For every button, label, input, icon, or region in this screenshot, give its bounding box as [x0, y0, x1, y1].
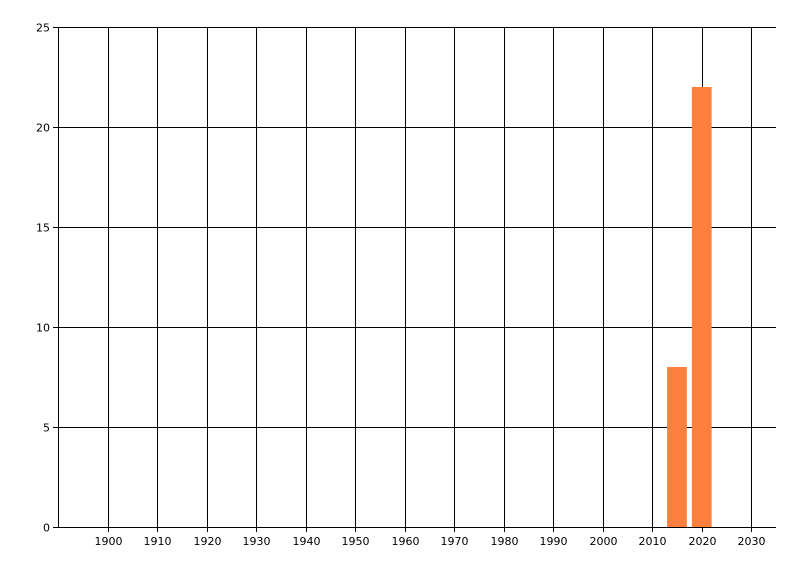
x-tick-label: 1910 — [144, 535, 172, 548]
x-tick-label: 2000 — [590, 535, 618, 548]
tick-labels: 0 5 10 15 20 25 1900 1910 1920 1930 1940 1950 1960 19… — [36, 22, 766, 549]
axes — [58, 27, 776, 528]
y-tick-label: 10 — [36, 322, 50, 335]
x-tick-label: 1930 — [243, 535, 271, 548]
y-tick-label: 25 — [36, 22, 50, 35]
x-tick-label: 1980 — [491, 535, 519, 548]
x-tick-label: 1990 — [540, 535, 568, 548]
y-tick-label: 15 — [36, 222, 50, 235]
x-tick-label: 1960 — [392, 535, 420, 548]
bars — [667, 87, 712, 527]
y-tick-label: 0 — [43, 522, 50, 535]
x-tick-label: 2010 — [639, 535, 667, 548]
x-tick-label: 1940 — [293, 535, 321, 548]
x-tick-label: 1900 — [95, 535, 123, 548]
x-tick-label: 2030 — [738, 535, 766, 548]
y-tick-label: 5 — [43, 422, 50, 435]
x-tick-label: 2020 — [689, 535, 717, 548]
y-tick-label: 20 — [36, 122, 50, 135]
x-tick-label: 1920 — [194, 535, 222, 548]
grid-lines — [53, 27, 776, 532]
bar-2015 — [667, 367, 687, 527]
bar-2020 — [691, 87, 712, 527]
x-tick-label: 1970 — [441, 535, 469, 548]
x-tick-label: 1950 — [342, 535, 370, 548]
